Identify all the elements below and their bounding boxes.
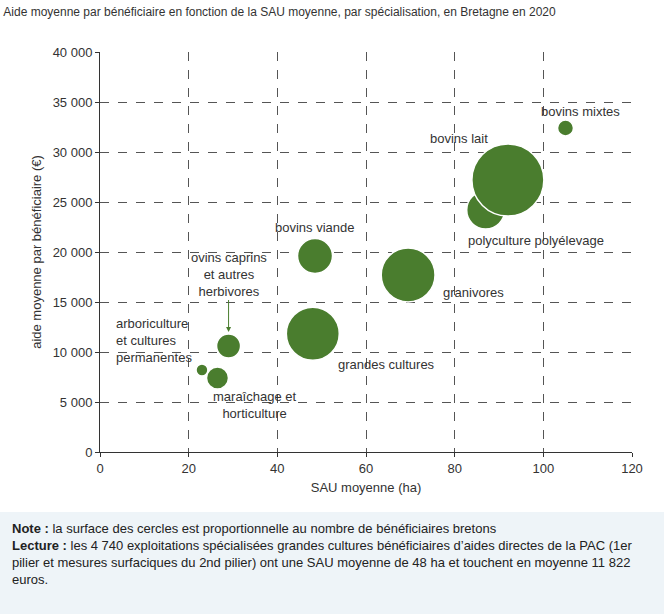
svg-text:Aide moyenne par bénéficiaire: Aide moyenne par bénéficiaire en fonctio… xyxy=(3,5,556,19)
svg-text:20: 20 xyxy=(181,461,195,476)
html-text:Lecture : les 4 740 exploitati: Lecture : les 4 740 exploitations spécia… xyxy=(12,538,632,587)
svg-text:ovins caprinset autresherbivor: ovins caprinset autresherbivores xyxy=(191,250,267,299)
svg-text:arboricultureet culturesperman: arboricultureet culturespermanentes xyxy=(116,316,192,365)
svg-text:10 000: 10 000 xyxy=(53,345,93,360)
svg-text:120: 120 xyxy=(621,461,643,476)
svg-text:SAU moyenne (ha): SAU moyenne (ha) xyxy=(311,480,422,495)
svg-text:grandes cultures: grandes cultures xyxy=(338,357,435,372)
svg-text:bovins lait: bovins lait xyxy=(430,131,488,146)
svg-text:100: 100 xyxy=(532,461,554,476)
svg-text:5 000: 5 000 xyxy=(60,395,93,410)
svg-text:30 000: 30 000 xyxy=(53,145,93,160)
svg-text:bovins viande: bovins viande xyxy=(275,220,355,235)
svg-text:80: 80 xyxy=(447,461,461,476)
html-text:Note : la surface des cercles: Note : la surface des cercles est propor… xyxy=(12,521,497,536)
svg-text:maraîchage ethorticulture: maraîchage ethorticulture xyxy=(213,389,296,421)
svg-text:25 000: 25 000 xyxy=(53,195,93,210)
svg-text:20 000: 20 000 xyxy=(53,245,93,260)
svg-text:40: 40 xyxy=(270,461,284,476)
svg-text:15 000: 15 000 xyxy=(53,295,93,310)
svg-text:granivores: granivores xyxy=(443,285,504,300)
svg-text:bovins mixtes: bovins mixtes xyxy=(541,104,620,119)
svg-text:0: 0 xyxy=(85,445,92,460)
svg-text:60: 60 xyxy=(359,461,373,476)
svg-text:40 000: 40 000 xyxy=(53,45,93,60)
svg-text:0: 0 xyxy=(96,461,103,476)
svg-text:polyculture polyélevage: polyculture polyélevage xyxy=(468,233,604,248)
svg-text:aide moyenne par bénéficiaire: aide moyenne par bénéficiaire (€) xyxy=(29,155,44,349)
svg-text:35 000: 35 000 xyxy=(53,95,93,110)
